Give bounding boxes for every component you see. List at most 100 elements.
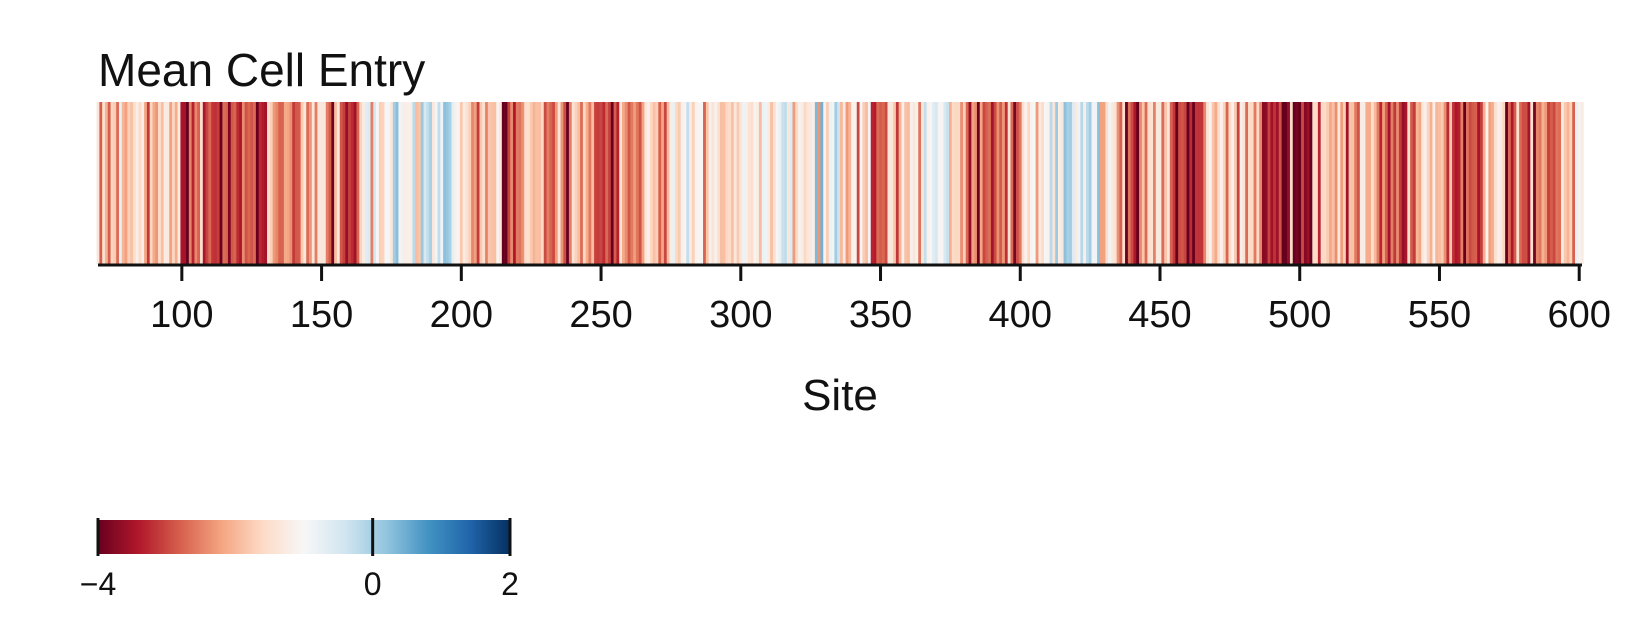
heatmap-cell xyxy=(468,102,472,264)
heatmap-cell xyxy=(834,102,838,264)
heatmap-cell xyxy=(496,102,500,264)
heatmap-cell xyxy=(588,102,592,264)
heatmap-cell xyxy=(1085,102,1090,264)
heatmap-cell xyxy=(907,102,911,264)
heatmap-cell xyxy=(1577,102,1581,264)
heatmap-cell xyxy=(328,102,332,264)
heatmap-cell xyxy=(837,102,841,264)
heatmap-cell xyxy=(982,102,986,264)
heatmap-cell xyxy=(295,102,299,264)
heatmap-cell xyxy=(1438,102,1442,264)
heatmap-cell xyxy=(700,102,704,264)
heatmap-cell xyxy=(1440,102,1444,264)
heatmap-cell xyxy=(149,102,153,264)
heatmap-cell xyxy=(130,102,134,264)
heatmap-cell xyxy=(253,102,257,264)
heatmap-cell xyxy=(1329,102,1333,264)
heatmap-cell xyxy=(1404,102,1408,264)
heatmap-cell xyxy=(191,102,195,264)
heatmap-cell xyxy=(1519,102,1523,264)
heatmap-cell xyxy=(1398,102,1403,264)
heatmap-cell xyxy=(356,102,360,264)
heatmap-cell xyxy=(1295,102,1299,264)
heatmap-cell xyxy=(144,102,148,264)
heatmap-cell xyxy=(409,102,413,264)
heatmap-cell xyxy=(1066,102,1070,264)
heatmap-cell xyxy=(1340,102,1344,264)
heatmap-cell xyxy=(1485,102,1489,264)
heatmap-cell xyxy=(485,102,489,264)
colorbar: −4 0 2 xyxy=(80,518,519,602)
heatmap-cell xyxy=(1030,102,1034,264)
heatmap-cell xyxy=(1357,102,1361,264)
heatmap-cell xyxy=(817,102,821,264)
heatmap-cell xyxy=(1007,102,1011,264)
heatmap-cell xyxy=(454,102,458,264)
heatmap-cell xyxy=(1055,102,1059,264)
heatmap-cell xyxy=(1018,102,1022,264)
heatmap-cell xyxy=(1234,102,1238,264)
heatmap-cell xyxy=(507,102,511,264)
heatmap-cell xyxy=(1326,102,1330,264)
heatmap-cell xyxy=(275,102,279,264)
heatmap-cell xyxy=(993,102,997,264)
heatmap-cell xyxy=(840,102,844,264)
heatmap-cell xyxy=(627,102,631,264)
heatmap-cell xyxy=(272,102,276,264)
heatmap-cell xyxy=(658,102,662,264)
heatmap-cell xyxy=(1432,102,1436,264)
heatmap-cell xyxy=(99,102,103,264)
heatmap-cell xyxy=(188,102,192,264)
heatmap-cell xyxy=(1281,102,1285,264)
heatmap-cell xyxy=(322,102,327,264)
heatmap-cell xyxy=(1027,102,1031,264)
heatmap-cell xyxy=(1273,102,1277,264)
heatmap-cell xyxy=(1057,102,1062,264)
heatmap-cell xyxy=(923,102,927,264)
heatmap-cell xyxy=(761,102,765,264)
heatmap-cell xyxy=(742,102,746,264)
heatmap-cell xyxy=(387,102,391,264)
heatmap-cell xyxy=(856,102,860,264)
x-tick-label: 250 xyxy=(569,294,632,336)
heatmap-cell xyxy=(957,102,961,264)
heatmap-cell xyxy=(264,102,268,264)
heatmap-cell xyxy=(655,102,659,264)
heatmap-cell xyxy=(641,102,645,264)
x-tick-label: 500 xyxy=(1268,294,1331,336)
heatmap-cell xyxy=(669,102,673,264)
heatmap-cell xyxy=(602,102,606,264)
heatmap-cell xyxy=(630,102,634,264)
heatmap-cell xyxy=(118,102,123,264)
heatmap-cell xyxy=(255,102,259,264)
heatmap-cell xyxy=(431,102,436,264)
heatmap-cell xyxy=(1493,102,1498,264)
heatmap-cell xyxy=(107,102,111,264)
heatmap-cell xyxy=(968,102,972,264)
heatmap-cell xyxy=(1516,102,1520,264)
heatmap-cell xyxy=(1080,102,1084,264)
heatmap-cell xyxy=(132,102,137,264)
heatmap-cell xyxy=(186,102,190,264)
heatmap-cell xyxy=(526,102,531,264)
heatmap-cell xyxy=(1477,102,1481,264)
heatmap-cell xyxy=(1535,102,1539,264)
heatmap-cell xyxy=(842,102,846,264)
heatmap-cell xyxy=(1021,102,1025,264)
heatmap-cell xyxy=(487,102,491,264)
heatmap-cell xyxy=(1122,102,1126,264)
heatmap-cell xyxy=(1094,102,1098,264)
heatmap-cell xyxy=(680,102,684,264)
heatmap-cell xyxy=(172,102,176,264)
x-tick-label: 350 xyxy=(849,294,912,336)
heatmap-cell xyxy=(675,102,679,264)
heatmap-cell xyxy=(267,102,271,264)
heatmap-cell xyxy=(211,102,215,264)
heatmap-cell xyxy=(113,102,117,264)
heatmap-cell xyxy=(1387,102,1391,264)
heatmap-cell xyxy=(1144,102,1148,264)
heatmap-cell xyxy=(1555,102,1559,264)
heatmap-cell xyxy=(378,102,382,264)
heatmap-cell xyxy=(269,102,273,264)
heatmap-cell xyxy=(490,102,494,264)
